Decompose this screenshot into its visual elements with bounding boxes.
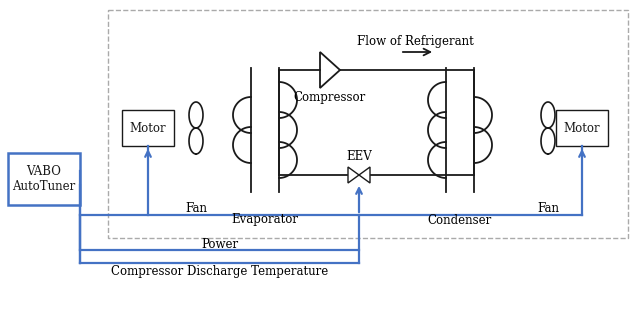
Bar	[556, 110, 608, 146]
Polygon shape	[320, 52, 340, 88]
Text: Flow of Refrigerant: Flow of Refrigerant	[356, 35, 474, 49]
Text: VABO
AutoTuner: VABO AutoTuner	[12, 165, 76, 193]
Text: Condenser: Condenser	[428, 213, 492, 227]
Text: Motor: Motor	[564, 121, 600, 135]
Bar	[108, 10, 628, 238]
Text: Compressor Discharge Temperature: Compressor Discharge Temperature	[111, 265, 328, 279]
Polygon shape	[359, 167, 370, 183]
Text: Motor: Motor	[130, 121, 166, 135]
Bar	[122, 110, 174, 146]
Text: Compressor: Compressor	[294, 91, 366, 105]
Text: Fan: Fan	[185, 202, 207, 214]
Text: Fan: Fan	[537, 202, 559, 214]
Polygon shape	[348, 167, 359, 183]
Text: EEV: EEV	[346, 151, 372, 163]
Text: Power: Power	[201, 238, 238, 250]
Bar	[8, 153, 80, 205]
Text: Evaporator: Evaporator	[232, 213, 298, 227]
